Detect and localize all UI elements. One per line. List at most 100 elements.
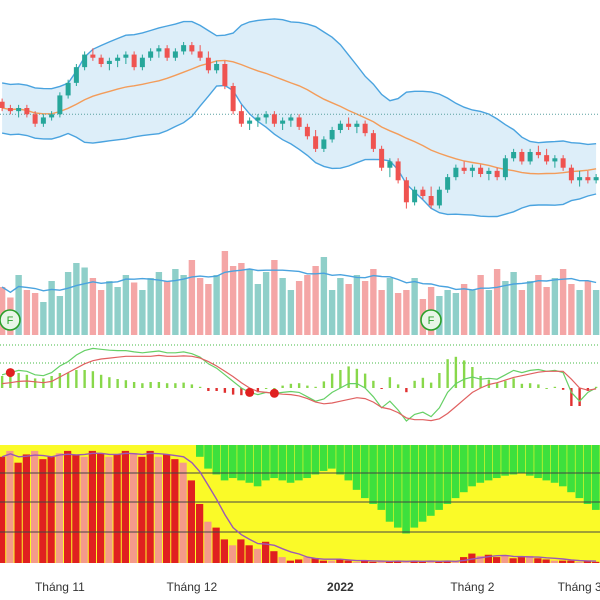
candle-body (65, 82, 71, 96)
volume-bar (48, 281, 55, 335)
volume-bar (493, 269, 501, 335)
pressure-sell-bar (319, 560, 327, 563)
pressure-buy-bar (476, 445, 485, 483)
volume-bar (353, 275, 361, 335)
pressure-sell-bar (352, 561, 360, 563)
pressure-sell-bar (14, 462, 22, 563)
pressure-sell-bar (410, 560, 418, 563)
candle-body (24, 108, 30, 115)
oscillator-histogram-bar (58, 373, 62, 388)
pressure-buy-bar (278, 445, 287, 481)
pressure-sell-bar (64, 450, 72, 563)
candle-body (535, 152, 541, 156)
candle-body (412, 189, 418, 203)
pressure-buy-bar (262, 445, 270, 481)
candle-body (527, 152, 533, 162)
volume-bar (469, 290, 476, 335)
pressure-sell-bar (171, 459, 179, 563)
oscillator-histogram-bar (446, 359, 449, 388)
candle-body (90, 54, 96, 58)
oscillator-histogram-bar (297, 383, 301, 388)
pressure-sell-bar (0, 456, 6, 563)
oscillator-histogram-bar (182, 382, 185, 388)
sell-signal-dot (269, 388, 279, 398)
oscillator-histogram-bar (33, 378, 37, 388)
candle-body (313, 136, 319, 149)
pressure-sell-bar (72, 454, 80, 563)
x-tick-label-3: Tháng 2 (450, 580, 494, 594)
candle-body (395, 161, 401, 181)
oscillator-histogram-bar (174, 383, 177, 388)
bollinger-lower-line (1, 84, 597, 218)
oscillator-histogram-bar (289, 383, 293, 388)
volume-bar (337, 278, 344, 335)
oscillator-histogram-bar (363, 373, 367, 388)
pressure-sell-bar (88, 450, 96, 563)
pressure-sell-bar (484, 554, 492, 563)
pressure-sell-bar (146, 450, 154, 563)
pressure-buy-bar (286, 445, 295, 483)
volume-bar (460, 284, 468, 335)
candle-body (304, 126, 310, 137)
oscillator-histogram-bar (462, 360, 466, 388)
candle-body (222, 64, 228, 86)
candle-body (362, 123, 368, 134)
oscillator-histogram-bar (380, 388, 383, 389)
pressure-buy-bar (559, 445, 567, 487)
volume-bar (122, 275, 130, 335)
volume-bar (551, 278, 559, 335)
volume-bar (114, 287, 121, 335)
volume-marker-label: F (428, 315, 435, 327)
volume-bar (543, 287, 550, 335)
candle-body (172, 51, 178, 58)
candle-body (593, 177, 599, 181)
candle-body (379, 148, 385, 168)
oscillator-histogram-bar (339, 370, 342, 388)
oscillator-histogram-bar (537, 384, 540, 388)
volume-bar (477, 275, 484, 335)
pressure-buy-bar (418, 445, 427, 522)
pressure-buy-bar (451, 445, 460, 499)
volume-bar (271, 260, 278, 335)
pressure-sell-bar (501, 555, 509, 563)
volume-bar (361, 281, 369, 335)
pressure-buy-bar (220, 445, 229, 481)
pressure-sell-bar (476, 555, 484, 563)
oscillator-histogram-bar (157, 382, 161, 388)
volume-bar (535, 275, 542, 335)
candle-body (370, 133, 376, 149)
volume-bar (279, 278, 286, 335)
candle-body (0, 101, 5, 108)
pressure-sell-bar (385, 561, 393, 563)
candle-body (230, 86, 236, 112)
oscillator-histogram-bar (322, 381, 326, 388)
oscillator-histogram-bar (528, 383, 532, 388)
pressure-buy-bar (550, 445, 559, 483)
pressure-sell-bar (47, 456, 55, 563)
x-tick-label-0: Tháng 11 (35, 580, 85, 594)
oscillator-histogram-bar (454, 356, 458, 388)
candle-body (205, 57, 211, 71)
pressure-sell-bar (278, 557, 286, 563)
oscillator-histogram-bar (512, 378, 515, 388)
volume-bar (89, 278, 97, 335)
pressure-buy-bar (212, 445, 221, 475)
candle-body (387, 161, 393, 168)
candle-body (98, 57, 104, 64)
oscillator-histogram-bar (273, 388, 276, 389)
pressure-sell-bar (187, 480, 195, 563)
candle-body (32, 114, 38, 124)
candle-body (436, 189, 442, 206)
candle-body (115, 57, 121, 61)
x-tick-label-2: 2022 (327, 580, 354, 594)
candle-body (197, 51, 203, 58)
oscillator-histogram-bar (190, 384, 194, 388)
oscillator-panel (0, 344, 600, 422)
oscillator-histogram-bar (116, 379, 119, 388)
volume-marker-circle (420, 309, 442, 331)
oscillator-histogram-bar (405, 388, 408, 393)
pressure-sell-bar (105, 456, 113, 563)
pressure-sell-bar (567, 560, 575, 563)
pressure-sell-bar (402, 561, 410, 563)
